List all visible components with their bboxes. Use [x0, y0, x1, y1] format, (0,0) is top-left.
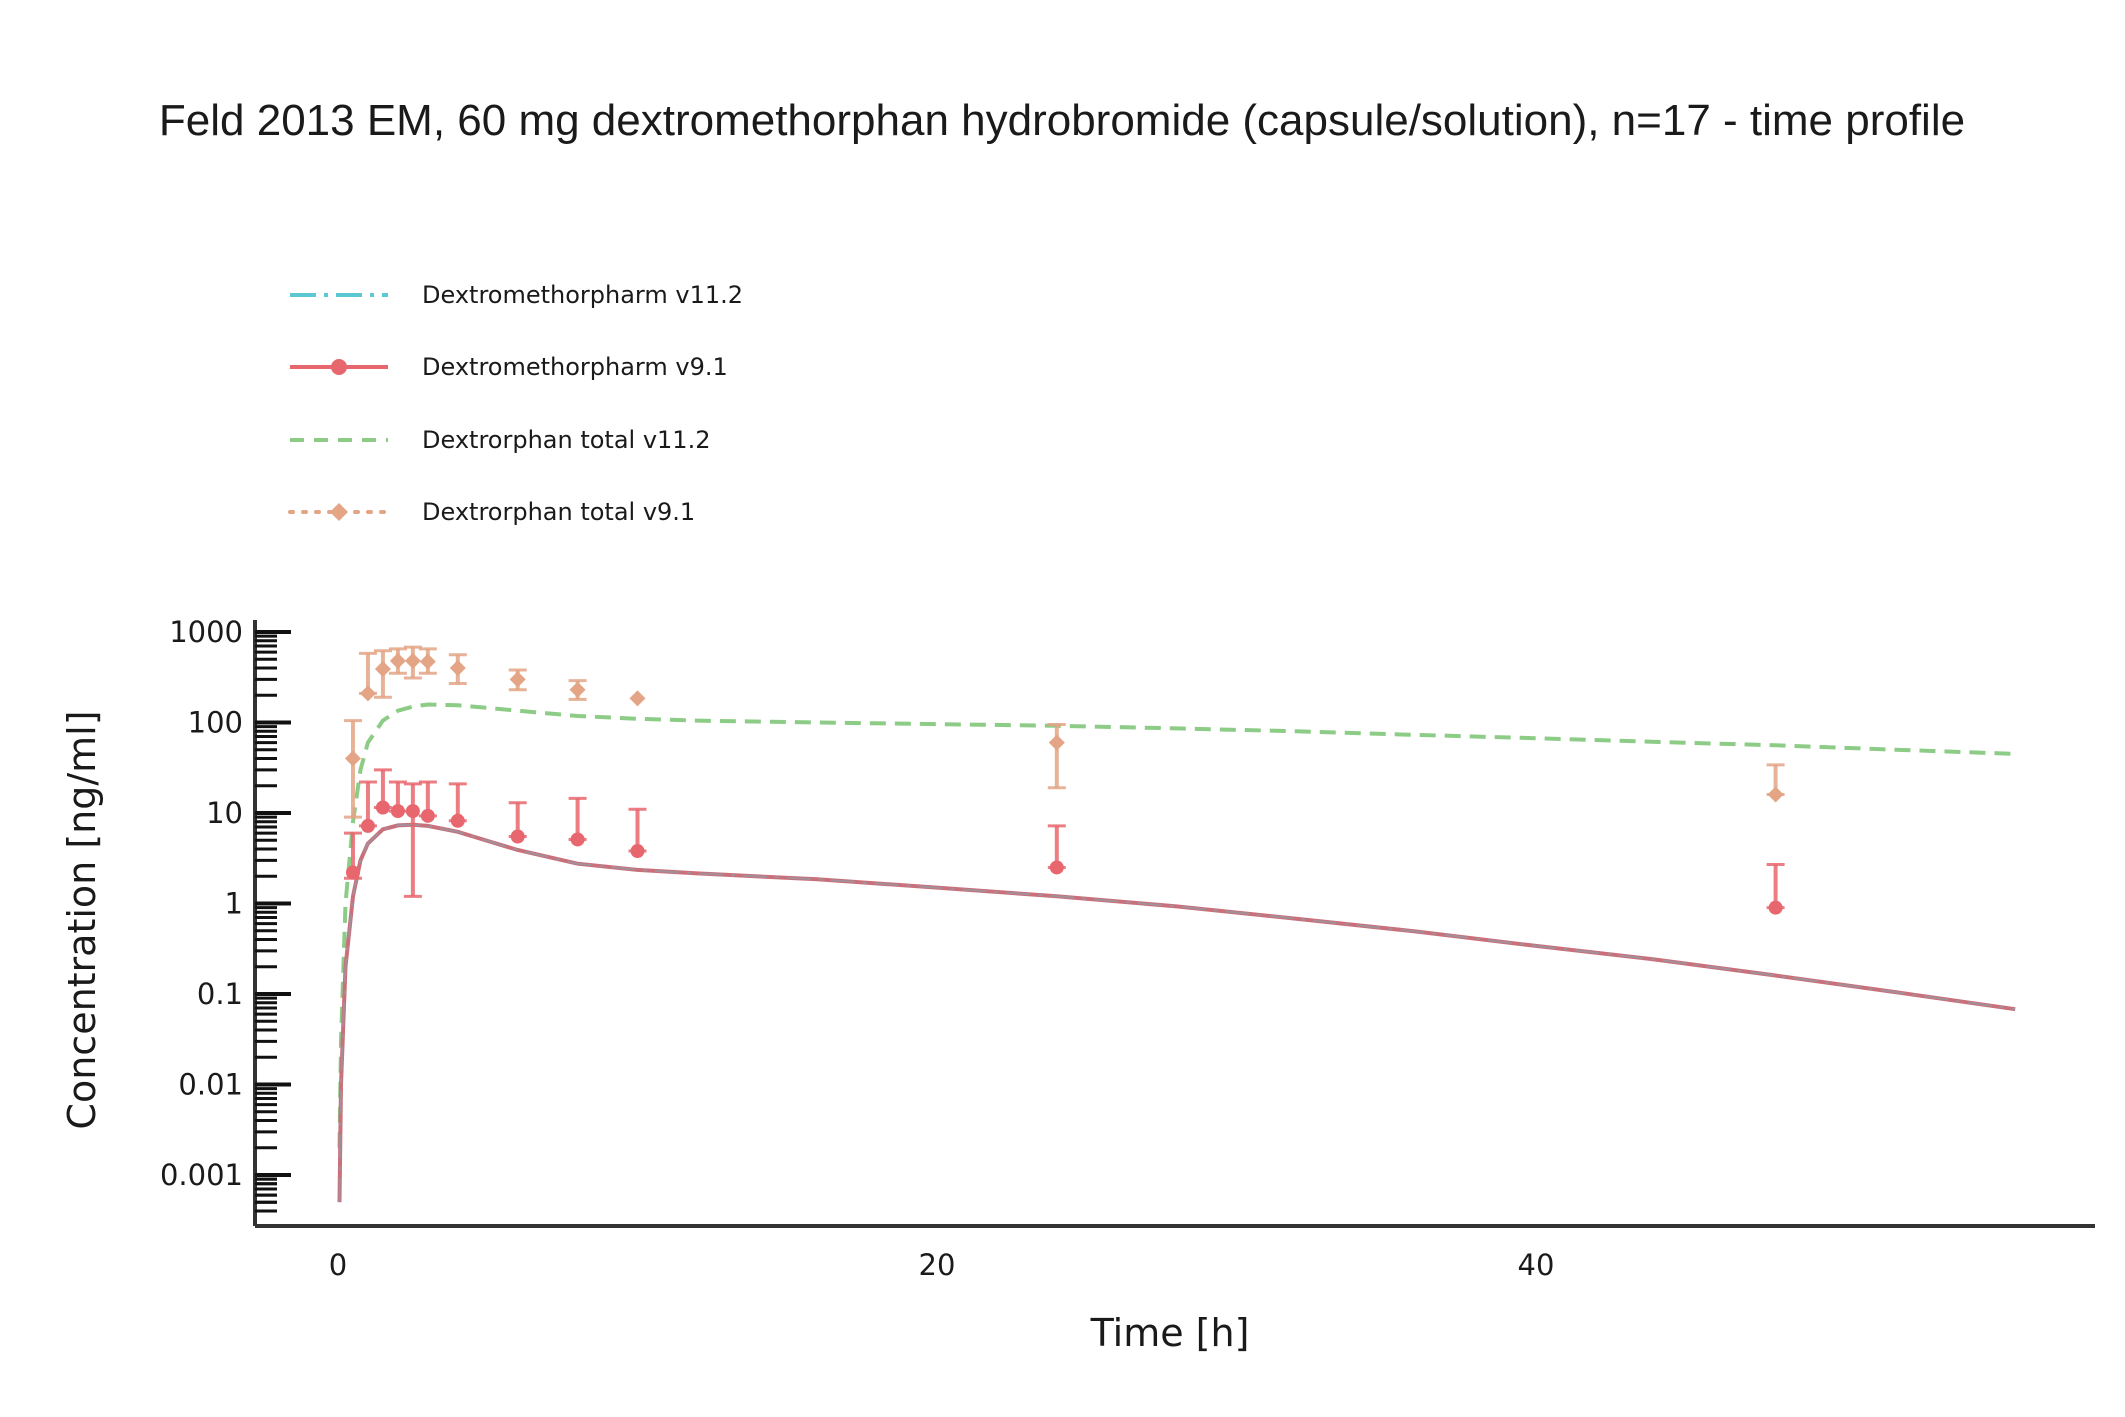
dextromethorphan-v9-1-point — [450, 813, 465, 828]
dextromethorphan-v9-1-point — [375, 800, 390, 815]
dextromethorphan-v9-1-point — [345, 865, 360, 880]
series-line-dextromethorphan-v11-2 — [338, 823, 2016, 1203]
dextrorphan-v9-1-point — [509, 671, 526, 688]
dextromethorphan-v9-1-point — [570, 832, 585, 847]
dextrorphan-v9-1-point — [629, 690, 646, 707]
y-axis: 0.001 0.01 0.1 1 10 100 1000 — [160, 615, 291, 1226]
y-tick-label: 1 — [225, 887, 243, 921]
dextrorphan-v9-1-point — [374, 661, 391, 678]
series-line-dextrorphan-v11-2 — [337, 702, 2016, 1148]
dextromethorphan-v9-1-point — [360, 818, 375, 833]
x-axis: 0 20 40 — [255, 1224, 2095, 1282]
x-tick-label: 0 — [329, 1248, 347, 1282]
dextromethorphan-v9-1-point — [1049, 860, 1064, 875]
dextrorphan-v9-1-point — [359, 685, 376, 702]
legend: Dextromethorpharm v11.2 Dextromethorpharm… — [288, 281, 743, 526]
series-line-dextromethorphan-v9-1 — [337, 822, 2016, 1203]
dextromethorphan-v9-1-point — [630, 844, 645, 859]
legend-item: Dextromethorpharm v9.1 — [290, 353, 728, 381]
y-tick-label: 100 — [188, 706, 243, 740]
dextrorphan-v9-1-point — [389, 652, 406, 669]
legend-label: Dextromethorpharm v9.1 — [422, 353, 728, 381]
dextromethorphan-v9-1-point — [510, 829, 525, 844]
y-tick-label: 0.001 — [160, 1158, 243, 1192]
y-axis-title: Concentration [ng/ml] — [60, 710, 104, 1129]
dextrorphan-v9-1-point — [1767, 786, 1784, 803]
legend-marker — [330, 503, 348, 521]
dextrorphan-v9-1-point — [569, 681, 586, 698]
x-tick-label: 40 — [1518, 1248, 1555, 1282]
legend-label: Dextrorphan total v9.1 — [422, 498, 695, 526]
x-tick-label: 20 — [919, 1248, 956, 1282]
y-tick-label: 0.1 — [197, 977, 243, 1011]
dextrorphan-v9-1-point — [449, 660, 466, 677]
legend-label: Dextrorphan total v11.2 — [422, 426, 710, 454]
series-layer — [337, 645, 2016, 1203]
plot-area — [337, 645, 2016, 1203]
legend-item: Dextromethorpharm v11.2 — [290, 281, 743, 309]
chart-title: Feld 2013 EM, 60 mg dextromethorphan hyd… — [159, 96, 1965, 145]
legend-label: Dextromethorpharm v11.2 — [422, 281, 743, 309]
legend-item: Dextrorphan total v11.2 — [290, 426, 710, 454]
dextromethorphan-v9-1-point — [405, 804, 420, 819]
x-axis-title: Time [h] — [1090, 1311, 1250, 1355]
dextrorphan-v9-1-point — [1048, 734, 1065, 751]
dextromethorphan-v9-1-point — [420, 808, 435, 823]
dextrorphan-v9-1-point — [344, 750, 361, 767]
legend-marker — [331, 359, 347, 375]
legend-item: Dextrorphan total v9.1 — [288, 498, 695, 526]
y-tick-label: 1000 — [169, 615, 243, 649]
dextrorphan-v9-1-point — [404, 652, 421, 669]
dextromethorphan-v9-1-point — [390, 804, 405, 819]
dextrorphan-v9-1-point — [419, 653, 436, 670]
dextromethorphan-v9-1-point — [1768, 900, 1783, 915]
y-tick-label: 0.01 — [178, 1068, 243, 1102]
y-tick-label: 10 — [206, 796, 243, 830]
